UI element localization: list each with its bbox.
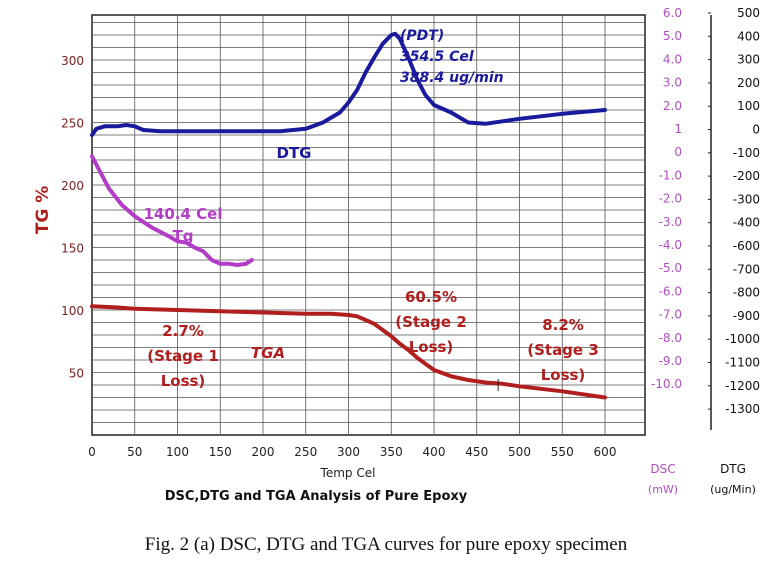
- dsc-tick-label: -1.0: [659, 168, 682, 182]
- x-axis-label: Temp Cel: [320, 466, 376, 480]
- annotation-text: 354.5 Cel: [400, 49, 474, 65]
- annotation-text: 60.5%: [405, 288, 457, 306]
- dtg-tick-label: 200: [737, 76, 760, 90]
- dsc-tick-label: 5.0: [663, 29, 682, 43]
- x-tick-label: 50: [127, 445, 142, 459]
- thermal-analysis-chart: 0 50 100 150 200 250 300 350 400 450 500 550 600 501…: [33, 6, 760, 504]
- annotations-group: (PDT) 354.5 Cel 388.4 ug/min DTG 140.4 Cel Tg…: [144, 28, 599, 390]
- x-tick-label: 500: [508, 445, 531, 459]
- annotation-text: 2.7%: [162, 322, 204, 340]
- dsc-tick-label: -10.0: [651, 377, 682, 391]
- dsc-tick-label: -4.0: [659, 238, 682, 252]
- annotation-text: 8.2%: [542, 316, 584, 334]
- series-dtg-line: [90, 31, 607, 137]
- annotation-stage2: 60.5% (Stage 2 Loss): [395, 288, 467, 356]
- x-axis: 0 50 100 150 200 250 300 350 400 450 500 550 600: [88, 445, 616, 459]
- annotation-text: DTG: [277, 144, 312, 162]
- dsc-tick-label: 3.0: [663, 76, 682, 90]
- annotation-text: (PDT): [400, 28, 444, 44]
- x-tick-label: 450: [465, 445, 488, 459]
- series-dsc-line: [90, 154, 254, 267]
- plot-grid: [91, 14, 646, 436]
- y-tick-label: 50: [69, 367, 84, 381]
- dsc-axis-unit: (mW): [648, 483, 678, 496]
- annotation-text: Loss): [541, 366, 586, 384]
- annotation-text: Loss): [161, 372, 206, 390]
- annotation-text: Tg: [173, 227, 194, 245]
- dsc-tick-label: -6.0: [659, 284, 682, 298]
- x-tick-label: 350: [380, 445, 403, 459]
- dtg-tick-label: -1100: [725, 356, 760, 370]
- dtg-tick-label: -400: [733, 216, 760, 230]
- annotation-pdt: (PDT) 354.5 Cel 388.4 ug/min: [400, 28, 504, 86]
- dsc-tick-label: 6.0: [663, 6, 682, 20]
- dsc-tick-label: 1: [674, 122, 682, 136]
- x-tick-label: 550: [551, 445, 574, 459]
- dsc-tick-label: -2.0: [659, 192, 682, 206]
- dtg-tick-label: -200: [733, 169, 760, 183]
- chart-title: DSC,DTG and TGA Analysis of Pure Epoxy: [165, 489, 468, 504]
- annotation-text: (Stage 2: [395, 313, 467, 331]
- annotation-dtg-label: DTG: [277, 144, 312, 162]
- x-tick-label: 300: [337, 445, 360, 459]
- dsc-tick-label: 0: [674, 145, 682, 159]
- series-tga-line: [90, 304, 607, 400]
- series-group: [90, 31, 607, 400]
- dtg-tick-label: -300: [733, 192, 760, 206]
- annotation-tga-label: TGA: [251, 344, 285, 362]
- dtg-tick-label: -1000: [725, 332, 760, 346]
- annotation-tg: 140.4 Cel Tg: [144, 205, 223, 245]
- annotation-text: (Stage 3: [527, 341, 599, 359]
- y-axis-dsc: 6.0 5.0 4.0 3.0 2.0 1 0 -1.0 -2.0 -3.0 -4.0 -5.0 -6.…: [651, 6, 682, 391]
- dsc-tick-label: 2.0: [663, 99, 682, 113]
- annotation-text: 388.4 ug/min: [400, 70, 504, 86]
- y-tick-label: 150: [61, 242, 84, 256]
- dtg-tick-label: -800: [733, 286, 760, 300]
- dtg-axis-unit: (ug/Min): [710, 483, 756, 496]
- annotation-text: (Stage 1: [147, 347, 219, 365]
- annotation-text: 140.4 Cel: [144, 205, 223, 223]
- dsc-tick-label: -8.0: [659, 331, 682, 345]
- y-axis-label: TG %: [33, 186, 53, 235]
- dsc-tick-label: -9.0: [659, 354, 682, 368]
- dtg-tick-label: -100: [733, 146, 760, 160]
- dsc-tick-label: -7.0: [659, 308, 682, 322]
- dsc-tick-label: -5.0: [659, 261, 682, 275]
- y-tick-label: 200: [61, 179, 84, 193]
- dtg-tick-label: -600: [733, 239, 760, 253]
- dtg-tick-label: 400: [737, 29, 760, 43]
- x-tick-label: 400: [423, 445, 446, 459]
- dtg-tick-label: -1200: [725, 379, 760, 393]
- dsc-tick-label: 4.0: [663, 52, 682, 66]
- annotation-text: TGA: [251, 344, 285, 362]
- dtg-tick-label: -1300: [725, 402, 760, 416]
- dsc-tick-label: -3.0: [659, 215, 682, 229]
- dtg-axis-title: DTG: [720, 462, 746, 476]
- annotation-stage3: 8.2% (Stage 3 Loss): [527, 316, 599, 384]
- annotation-text: Loss): [409, 338, 454, 356]
- dtg-tick-label: 0: [752, 123, 760, 137]
- dtg-tick-label: 100: [737, 99, 760, 113]
- dtg-tick-label: -700: [733, 262, 760, 276]
- x-tick-label: 100: [166, 445, 189, 459]
- dtg-tick-label: 500: [737, 6, 760, 20]
- x-tick-label: 150: [209, 445, 232, 459]
- dsc-axis-title: DSC: [650, 462, 675, 476]
- x-tick-label: 0: [88, 445, 96, 459]
- y-axis-tg: 50 100 150 200 250 300: [61, 54, 84, 381]
- y-axis-dtg: 500 400 300 200 100 0 -100 -200 -300 -400 -600 -700…: [708, 6, 760, 430]
- annotation-stage1: 2.7% (Stage 1 Loss): [147, 322, 219, 390]
- y-tick-label: 100: [61, 304, 84, 318]
- x-tick-label: 600: [594, 445, 617, 459]
- x-tick-label: 250: [294, 445, 317, 459]
- y-tick-label: 250: [61, 117, 84, 131]
- dtg-tick-label: -900: [733, 309, 760, 323]
- figure-caption: Fig. 2 (a) DSC, DTG and TGA curves for p…: [144, 534, 628, 555]
- x-tick-label: 200: [252, 445, 275, 459]
- y-tick-label: 300: [61, 54, 84, 68]
- dtg-tick-label: 300: [737, 53, 760, 67]
